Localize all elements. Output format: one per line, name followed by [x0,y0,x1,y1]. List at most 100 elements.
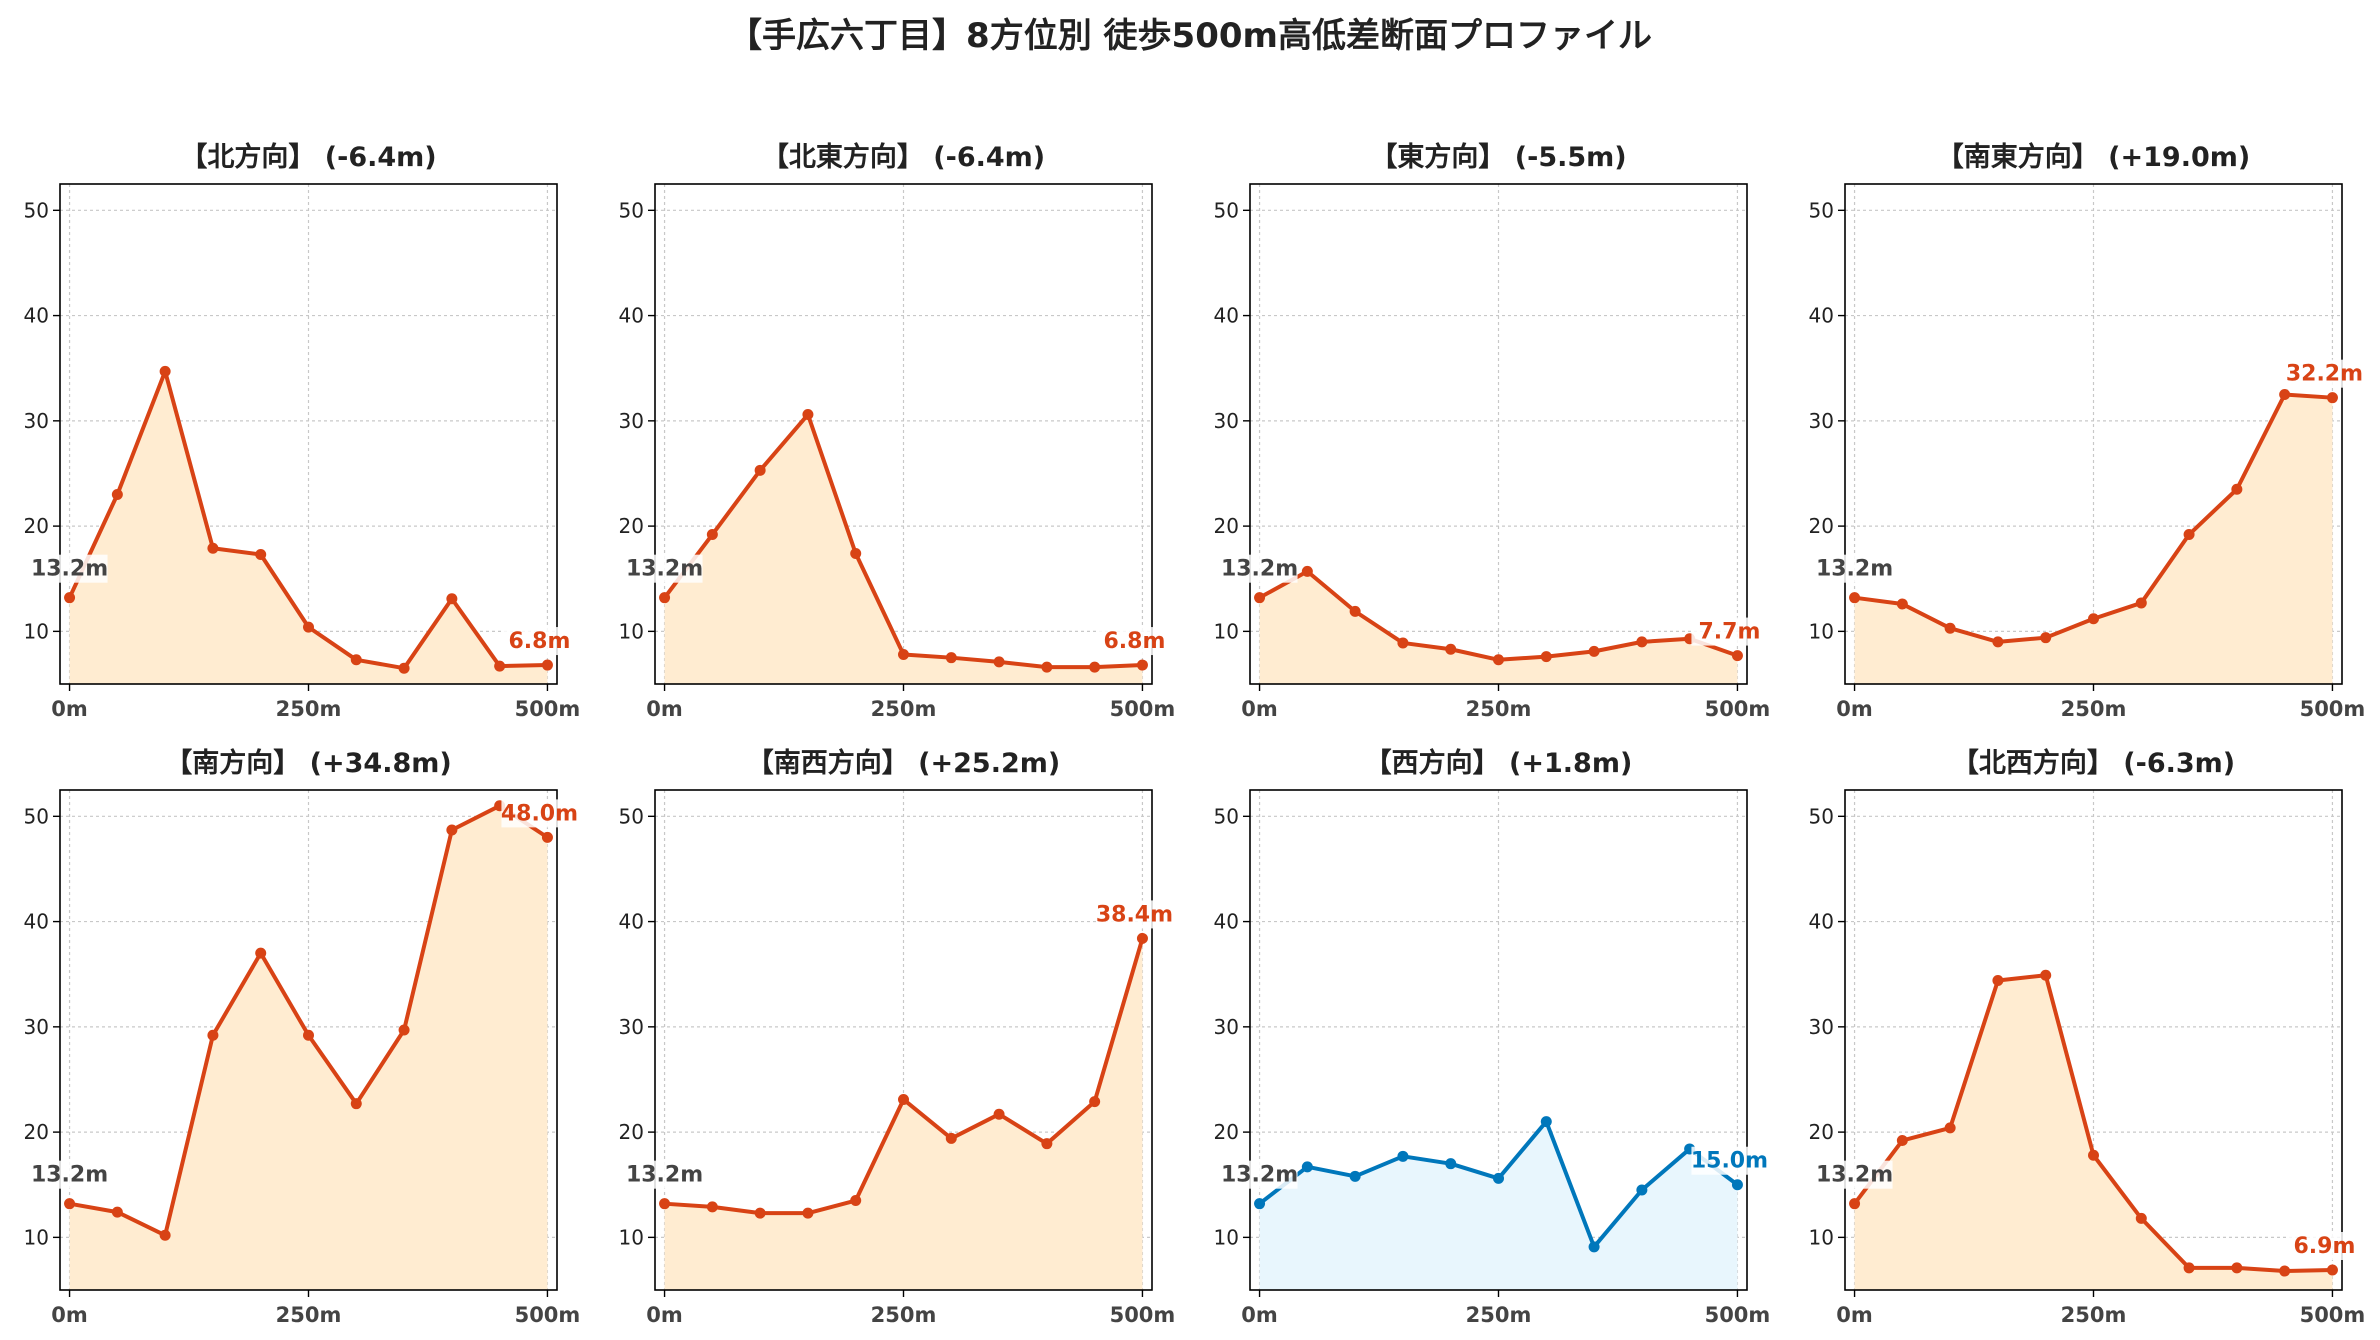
data-point-2 [111,1206,123,1218]
y-tick-label: 40 [1809,910,1834,934]
chart-title: 【北方向】 (-6.4m) [180,141,436,173]
y-tick-label: 50 [1214,804,1239,828]
y-tick-label: 50 [24,198,49,222]
data-point-7 [945,652,957,664]
data-point-8 [993,1108,1005,1120]
chart-title: 【南東方向】 (+19.0m) [1937,141,2250,173]
start-elevation-label: 13.2m [1221,557,1298,582]
x-tick-label: 250m [871,697,937,721]
end-elevation-label: 7.7m [1698,620,1760,645]
data-point-10 [1089,661,1101,673]
data-point-5 [850,547,862,559]
start-label-bg [626,554,703,583]
data-point-1 [659,592,671,604]
data-point-5 [1445,643,1457,655]
data-point-9 [1041,661,1053,673]
x-tick-label: 500m [1110,1303,1176,1327]
data-point-11 [541,659,553,671]
data-point-1 [64,1198,76,1210]
y-tick-label: 30 [1214,1015,1239,1039]
data-point-5 [1445,1158,1457,1170]
data-point-5 [850,1195,862,1207]
data-point-6 [2088,613,2099,625]
y-tick-label: 30 [619,409,644,433]
y-tick-label: 40 [1214,910,1239,934]
data-point-9 [2231,1262,2243,1274]
y-tick-label: 40 [1809,304,1834,328]
end-elevation-label: 6.8m [508,629,570,654]
start-elevation-label: 13.2m [626,557,703,582]
start-elevation-label: 13.2m [31,1163,108,1188]
area-fill [1854,394,2333,684]
x-tick-label: 0m [1836,1303,1873,1327]
start-elevation-label: 13.2m [626,1163,703,1188]
x-tick-label: 0m [646,697,683,721]
y-tick-label: 10 [1809,1225,1834,1249]
data-point-10 [1089,1096,1101,1108]
x-tick-label: 0m [51,697,88,721]
data-point-3 [1944,622,1956,634]
x-tick-label: 500m [515,1303,581,1327]
x-tick-label: 500m [2300,697,2366,721]
data-point-6 [2088,1149,2099,1161]
end-elevation-label: 48.0m [501,801,578,826]
y-tick-label: 20 [1214,514,1239,538]
x-tick-label: 250m [276,1303,342,1327]
data-point-7 [350,1098,362,1110]
end-elevation-label: 6.9m [2293,1234,2355,1259]
y-tick-label: 30 [24,409,49,433]
data-point-8 [2183,529,2195,541]
start-label-bg [1816,554,1893,583]
data-point-11 [1731,650,1743,662]
data-point-7 [945,1132,957,1144]
data-point-7 [2135,1212,2147,1224]
data-point-3 [754,1207,766,1219]
chart-title: 【北東方向】 (-6.4m) [762,141,1045,173]
data-point-9 [1636,636,1648,648]
y-tick-label: 10 [619,1225,644,1249]
end-label-bg [501,799,578,828]
data-point-8 [1588,1241,1600,1253]
y-tick-label: 50 [619,198,644,222]
data-point-3 [1349,1170,1361,1182]
data-point-7 [1540,1116,1552,1128]
data-point-10 [494,660,506,672]
x-tick-label: 250m [1466,697,1532,721]
area-fill [1259,1121,1738,1290]
x-tick-label: 250m [1466,1303,1532,1327]
y-tick-label: 20 [619,514,644,538]
y-tick-label: 20 [24,514,49,538]
y-tick-label: 20 [619,1120,644,1144]
x-tick-label: 500m [1705,697,1771,721]
end-label-bg [1096,900,1173,929]
end-elevation-label: 15.0m [1691,1149,1768,1174]
start-label-bg [31,1160,108,1189]
x-tick-label: 500m [1705,1303,1771,1327]
y-tick-label: 30 [1809,409,1834,433]
chart-title: 【東方向】 (-5.5m) [1370,141,1626,173]
data-point-9 [2231,483,2243,495]
start-elevation-label: 13.2m [1221,1163,1298,1188]
y-tick-label: 20 [24,1120,49,1144]
data-point-1 [659,1198,671,1210]
data-point-2 [1301,1161,1313,1173]
x-tick-label: 0m [1836,697,1873,721]
data-point-6 [898,649,909,661]
end-label-bg [2286,1232,2363,1260]
data-point-9 [1041,1138,1053,1150]
data-point-11 [1136,932,1148,944]
area-fill [69,805,548,1290]
data-point-10 [2279,1265,2291,1277]
y-tick-label: 40 [619,910,644,934]
data-point-2 [1301,565,1313,577]
data-point-6 [1493,1172,1504,1184]
y-tick-label: 10 [24,619,49,643]
y-tick-label: 50 [1214,198,1239,222]
end-elevation-label: 32.2m [2286,362,2363,387]
